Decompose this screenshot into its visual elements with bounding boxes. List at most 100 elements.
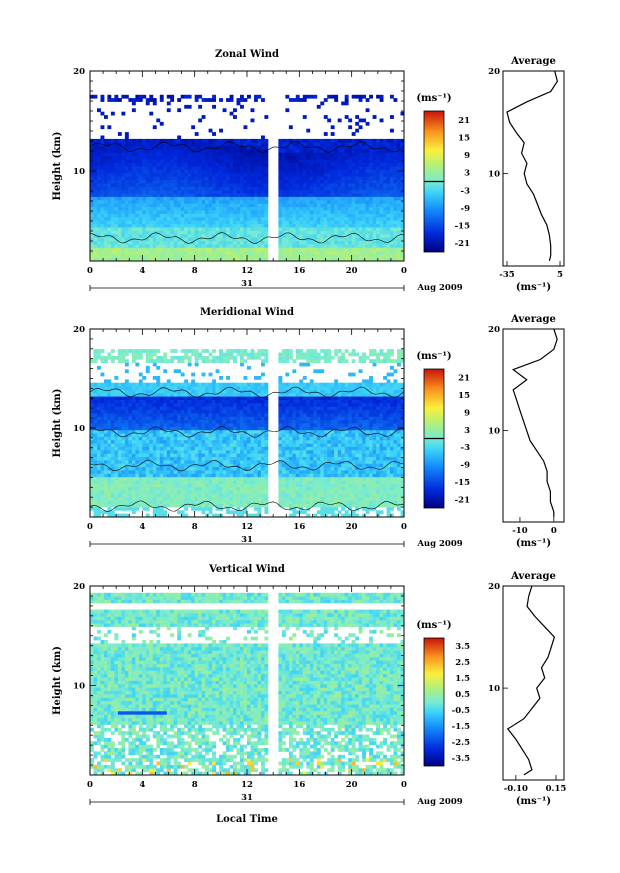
heatmap-cell [299, 223, 304, 228]
heatmap-cell [351, 169, 356, 174]
heatmap-cell [124, 193, 129, 197]
heatmap-cell [131, 510, 136, 515]
heatmap-cell [93, 94, 98, 99]
heatmap-cell [135, 244, 140, 248]
heatmap-cell [362, 179, 366, 184]
heatmap-cell [295, 227, 300, 231]
heatmap-cell [159, 240, 164, 245]
heatmap-cell [93, 386, 98, 390]
heatmap-cell [194, 152, 199, 157]
heatmap-cell [163, 389, 168, 394]
heatmap-cell [208, 500, 213, 504]
heatmap-cell [121, 176, 126, 180]
profile-x-label: (ms⁻¹) [516, 282, 551, 293]
heatmap-cell [135, 230, 140, 235]
heatmap-cell [110, 169, 115, 174]
heatmap-cell [194, 476, 199, 481]
heatmap-cell [184, 206, 189, 211]
heatmap-cell [330, 233, 335, 238]
heatmap-cell [306, 196, 311, 201]
heatmap-cell [124, 155, 129, 160]
heatmap-cell [376, 172, 380, 177]
heatmap-cell [390, 152, 394, 157]
heatmap-cell [117, 183, 122, 187]
heatmap-cell [90, 476, 94, 481]
heatmap-cell [180, 172, 185, 177]
heatmap-cell [351, 220, 356, 225]
heatmap-cell [313, 230, 318, 235]
heatmap-cell [149, 111, 154, 116]
heatmap-cell [166, 392, 171, 397]
heatmap-cell [142, 257, 147, 262]
heatmap-cell [163, 416, 168, 421]
heatmap-cell [100, 250, 105, 255]
heatmap-cell [247, 223, 251, 228]
heatmap-cell [124, 463, 129, 468]
heatmap-cell [191, 493, 196, 498]
heatmap-cell [198, 493, 203, 498]
heatmap-cell [208, 172, 213, 177]
heatmap-cell [177, 108, 182, 113]
heatmap-cell [264, 203, 269, 208]
heatmap-cell [107, 483, 112, 488]
heatmap-cell [191, 159, 196, 163]
heatmap-cell [247, 220, 251, 225]
heatmap-cell [100, 183, 105, 187]
heatmap-cell [334, 152, 339, 157]
heatmap-cell [93, 449, 98, 454]
heatmap-cell [135, 386, 140, 390]
heatmap-cell [194, 446, 199, 451]
heatmap-cell [198, 396, 203, 400]
heatmap-cell [166, 244, 171, 248]
heatmap-cell [316, 199, 321, 204]
heatmap-cell [313, 237, 318, 242]
heatmap-cell [250, 118, 255, 123]
heatmap-cell [198, 453, 203, 457]
heatmap-cell [97, 466, 101, 471]
heatmap-cell [177, 186, 182, 191]
heatmap-cell [180, 466, 185, 471]
heatmap-cell [97, 443, 101, 447]
heatmap-cell [97, 172, 101, 177]
heatmap-cell [90, 490, 94, 494]
heatmap-cell [93, 142, 98, 147]
heatmap-cell [117, 213, 122, 218]
heatmap-cell [159, 145, 164, 150]
heatmap-cell [205, 476, 209, 481]
heatmap-cell [124, 439, 129, 444]
heatmap-cell [205, 406, 209, 410]
heatmap-cell [383, 186, 387, 191]
heatmap-cell [97, 176, 101, 180]
heatmap-cell [320, 138, 325, 143]
heatmap-cell [124, 213, 129, 218]
heatmap-cell [117, 402, 122, 407]
heatmap-cell [313, 244, 318, 248]
heatmap-cell [243, 125, 248, 130]
heatmap-cell [208, 503, 213, 508]
heatmap-cell [240, 244, 244, 248]
heatmap-cell [110, 409, 115, 414]
heatmap-cell [187, 183, 192, 187]
heatmap-cell [393, 155, 398, 160]
heatmap-cell [121, 412, 126, 417]
heatmap-cell [180, 449, 185, 454]
heatmap-cell [97, 189, 101, 194]
heatmap-cell [316, 166, 321, 170]
heatmap-cell [194, 237, 199, 242]
heatmap-cell [163, 240, 168, 245]
heatmap-cell [184, 503, 189, 508]
heatmap-cell [400, 152, 405, 157]
heatmap-cell [397, 206, 401, 211]
heatmap-cell [198, 189, 203, 194]
heatmap-cell [191, 459, 196, 464]
heatmap-cell [104, 355, 108, 360]
heatmap-cell [212, 210, 216, 214]
heatmap-cell [114, 386, 119, 390]
heatmap-cell [264, 233, 269, 238]
heatmap-cell [320, 240, 325, 245]
heatmap-cell [264, 176, 269, 180]
heatmap-cell [383, 176, 387, 180]
heatmap-cell [173, 416, 178, 421]
heatmap-cell [156, 159, 161, 163]
heatmap-cell [170, 203, 175, 208]
